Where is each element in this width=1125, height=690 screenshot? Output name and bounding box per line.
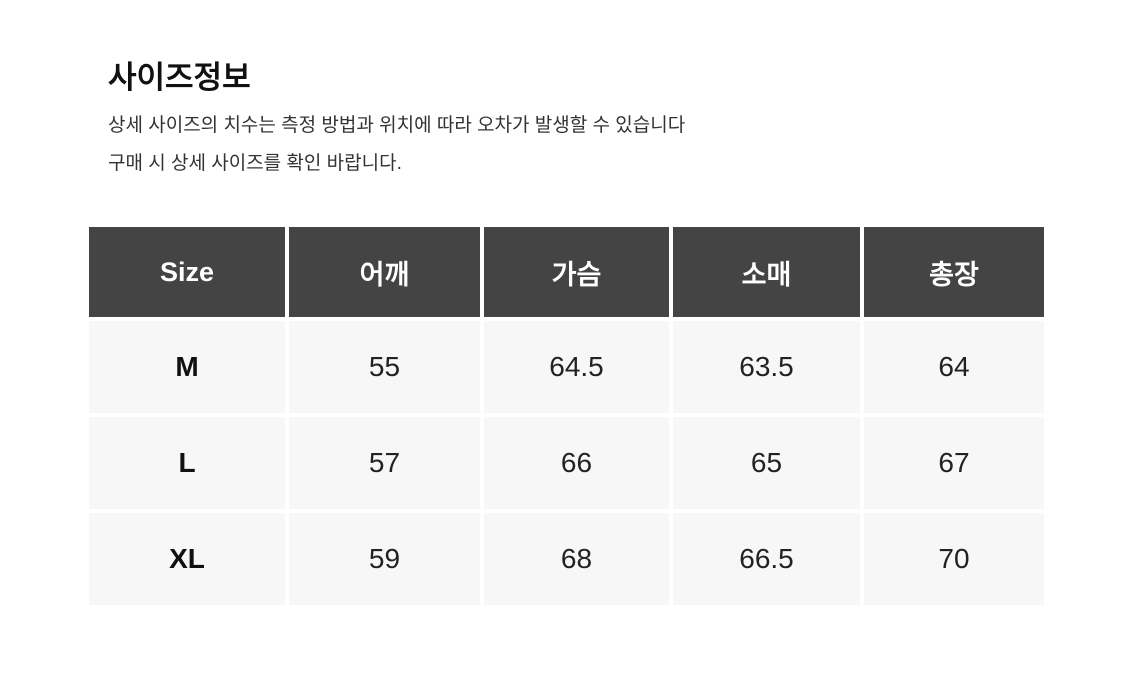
cell-sleeve: 63.5 (673, 321, 860, 413)
header-row: Size 어깨 가슴 소매 총장 (89, 227, 1044, 317)
cell-sleeve: 66.5 (673, 513, 860, 605)
cell-chest: 66 (484, 417, 669, 509)
table-row: L 57 66 65 67 (89, 417, 1044, 509)
page-title: 사이즈정보 (108, 60, 251, 95)
cell-length: 70 (864, 513, 1044, 605)
header-shoulder: 어깨 (289, 227, 480, 317)
cell-sleeve: 65 (673, 417, 860, 509)
header-length: 총장 (864, 227, 1044, 317)
header-size: Size (89, 227, 285, 317)
size-table: Size 어깨 가슴 소매 총장 M 55 64.5 63.5 64 L 57 … (85, 223, 1048, 609)
description-line-1: 상세 사이즈의 치수는 측정 방법과 위치에 따라 오차가 발생할 수 있습니다 (108, 115, 686, 136)
cell-chest: 64.5 (484, 321, 669, 413)
table-row: M 55 64.5 63.5 64 (89, 321, 1044, 413)
cell-shoulder: 57 (289, 417, 480, 509)
cell-shoulder: 59 (289, 513, 480, 605)
cell-chest: 68 (484, 513, 669, 605)
cell-size: L (89, 417, 285, 509)
cell-length: 64 (864, 321, 1044, 413)
cell-length: 67 (864, 417, 1044, 509)
header-sleeve: 소매 (673, 227, 860, 317)
cell-shoulder: 55 (289, 321, 480, 413)
cell-size: XL (89, 513, 285, 605)
table-row: XL 59 68 66.5 70 (89, 513, 1044, 605)
description-line-2: 구매 시 상세 사이즈를 확인 바랍니다. (108, 153, 402, 174)
header-chest: 가슴 (484, 227, 669, 317)
cell-size: M (89, 321, 285, 413)
